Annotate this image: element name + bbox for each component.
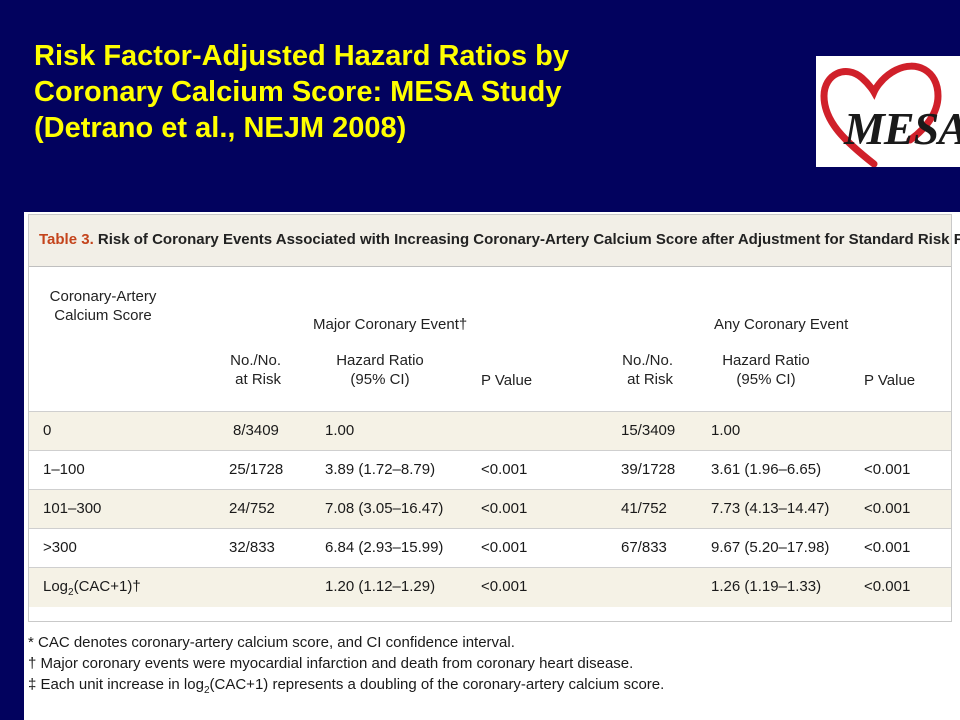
cell-any-n: 39/1728 <box>621 461 676 478</box>
table-row: 0 8/3409 1.00 15/3409 1.00 <box>29 411 951 450</box>
table-row: >300 32/833 6.84 (2.93–15.99) <0.001 67/… <box>29 528 951 567</box>
cell-score-suffix: (CAC+1)† <box>73 578 141 595</box>
cell-major-hr: 6.84 (2.93–15.99) <box>325 539 444 556</box>
col-any-p-value: P Value <box>864 372 916 389</box>
logo-text: MESA <box>844 103 960 154</box>
cell-any-hr: 1.00 <box>711 422 741 439</box>
cell-any-p: <0.001 <box>864 578 911 595</box>
col-major-hazard-ratio: Hazard Ratio (95% CI) <box>325 351 435 389</box>
cell-major-p: <0.001 <box>481 578 528 595</box>
footnote: * CAC denotes coronary-artery calcium sc… <box>28 634 515 651</box>
slide-title-line: Coronary Calcium Score: MESA Study <box>34 76 562 108</box>
cell-major-hr: 7.08 (3.05–16.47) <box>325 500 444 517</box>
table-caption-text: Risk of Coronary Events Associated with … <box>97 231 960 248</box>
row-header-line: Calcium Score <box>54 307 152 324</box>
cell-any-n: 41/752 <box>621 500 667 517</box>
footnote-subscript: 2 <box>203 685 210 696</box>
cell-score: >300 <box>43 539 77 556</box>
col-header-line: Hazard Ratio <box>336 352 424 369</box>
cell-major-hr: 3.89 (1.72–8.79) <box>325 461 436 478</box>
col-header-line: (95% CI) <box>350 371 410 388</box>
cell-score: 0 <box>43 422 52 439</box>
cell-major-p: <0.001 <box>481 461 528 478</box>
footnote-prefix: ‡ Each unit increase in log <box>28 676 204 693</box>
cell-any-p: <0.001 <box>864 500 911 517</box>
cell-any-p: <0.001 <box>864 461 911 478</box>
table-row: Log2(CAC+1)† 1.20 (1.12–1.29) <0.001 1.2… <box>29 567 951 607</box>
table-row: 1–100 25/1728 3.89 (1.72–8.79) <0.001 39… <box>29 450 951 489</box>
col-header-line: No./No. <box>622 352 673 369</box>
cell-any-n: 15/3409 <box>621 422 676 439</box>
col-header-line: No./No. <box>230 352 281 369</box>
row-header: Coronary-Artery Calcium Score <box>43 287 163 325</box>
footnote: ‡ Each unit increase in log2(CAC+1) repr… <box>28 674 948 701</box>
group-any-header: Any Coronary Event <box>714 316 849 333</box>
footnote-suffix: (CAC+1) represents a doubling of the cor… <box>209 676 665 693</box>
cell-major-p: <0.001 <box>481 500 528 517</box>
cell-any-hr: 1.26 (1.19–1.33) <box>711 578 822 595</box>
cell-major-n: 25/1728 <box>229 461 284 478</box>
col-major-p-value: P Value <box>481 372 533 389</box>
col-any-hazard-ratio: Hazard Ratio (95% CI) <box>711 351 821 389</box>
heart-icon <box>820 62 942 167</box>
cell-major-n: 32/833 <box>229 539 275 556</box>
footnote: † Major coronary events were myocardial … <box>28 655 634 672</box>
col-header-line: (95% CI) <box>736 371 796 388</box>
cell-score: 1–100 <box>43 461 85 478</box>
table-caption: Table 3. Risk of Coronary Events Associa… <box>29 215 960 267</box>
col-header-line: at Risk <box>627 371 673 388</box>
group-major-header: Major Coronary Event† <box>313 316 468 333</box>
cell-major-p: <0.001 <box>481 539 528 556</box>
cell-score-subscript: 2 <box>68 587 74 598</box>
cell-major-n: 8/3409 <box>233 422 279 439</box>
slide-title: Risk Factor-Adjusted Hazard Ratios by Co… <box>34 38 794 146</box>
table-footnotes: * CAC denotes coronary-artery calcium sc… <box>28 632 948 701</box>
slide-title-line: (Detrano et al., NEJM 2008) <box>34 112 407 144</box>
cell-any-hr: 3.61 (1.96–6.65) <box>711 461 822 478</box>
results-table: Table 3. Risk of Coronary Events Associa… <box>28 214 960 622</box>
cell-score: Log2(CAC+1)† <box>43 578 141 598</box>
row-header-line: Coronary-Artery <box>49 288 157 305</box>
mesa-logo: MESA <box>816 56 960 167</box>
table-row: 101–300 24/752 7.08 (3.05–16.47) <0.001 … <box>29 489 951 528</box>
cell-score: 101–300 <box>43 500 102 517</box>
cell-major-hr: 1.00 <box>325 422 355 439</box>
col-header-line: Hazard Ratio <box>722 352 810 369</box>
slide-title-line: Risk Factor-Adjusted Hazard Ratios by <box>34 40 569 72</box>
cell-major-hr: 1.20 (1.12–1.29) <box>325 578 436 595</box>
col-header-line: at Risk <box>235 371 281 388</box>
cell-any-hr: 9.67 (5.20–17.98) <box>711 539 830 556</box>
cell-major-n: 24/752 <box>229 500 275 517</box>
col-major-no-at-risk: No./No. at Risk <box>209 351 281 389</box>
cell-any-p: <0.001 <box>864 539 911 556</box>
table-image-panel: Table 3. Risk of Coronary Events Associa… <box>24 212 960 720</box>
table-label: Table 3. <box>39 231 94 248</box>
col-any-no-at-risk: No./No. at Risk <box>601 351 673 389</box>
cell-any-n: 67/833 <box>621 539 667 556</box>
cell-score-prefix: Log <box>43 578 69 595</box>
cell-any-hr: 7.73 (4.13–14.47) <box>711 500 830 517</box>
